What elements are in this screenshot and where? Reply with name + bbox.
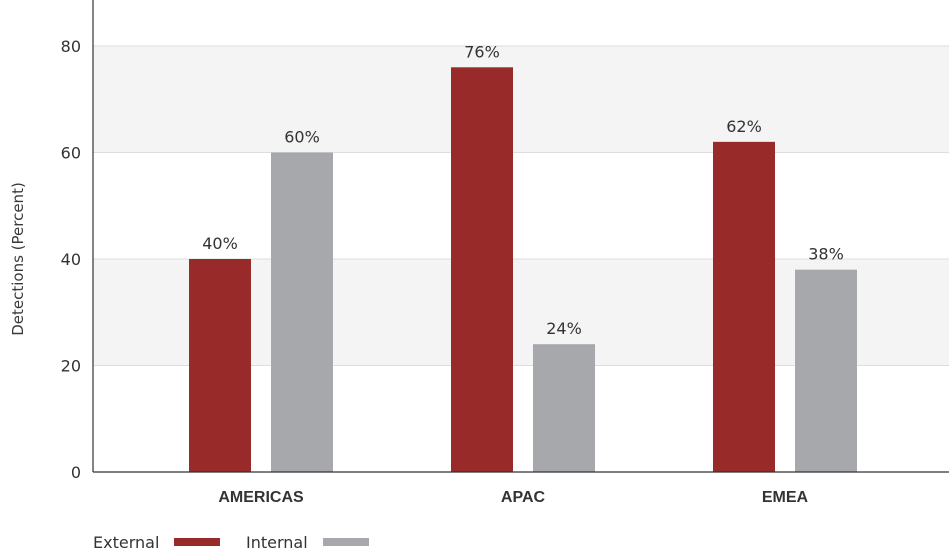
x-tick-label: AMERICAS bbox=[218, 489, 304, 506]
y-tick-label: 80 bbox=[61, 37, 81, 56]
bar-external-emea bbox=[713, 141, 775, 472]
value-label-internal-apac: 24% bbox=[546, 319, 582, 338]
value-label-external-americas: 40% bbox=[202, 234, 238, 253]
x-tick-label: EMEA bbox=[762, 489, 809, 506]
value-label-internal-americas: 60% bbox=[284, 128, 320, 147]
bar-external-apac bbox=[451, 67, 513, 473]
y-tick-label: 60 bbox=[61, 144, 81, 163]
y-tick-label: 20 bbox=[61, 357, 81, 376]
x-tick-label: APAC bbox=[501, 489, 546, 506]
value-labels: 40% 60% 76% 24% 62% 38% bbox=[202, 42, 844, 338]
legend-label-external: External bbox=[93, 533, 159, 551]
legend: External Internal bbox=[93, 533, 369, 551]
legend-swatch-external bbox=[174, 538, 220, 546]
legend-swatch-internal bbox=[323, 538, 369, 546]
bars bbox=[189, 67, 857, 473]
y-tick-label: 0 bbox=[71, 463, 81, 482]
bar-external-americas bbox=[189, 259, 251, 472]
bar-internal-americas bbox=[271, 152, 333, 472]
x-axis: AMERICAS APAC EMEA bbox=[93, 471, 949, 506]
legend-label-internal: Internal bbox=[246, 533, 308, 551]
y-tick-label: 40 bbox=[61, 250, 81, 269]
value-label-internal-emea: 38% bbox=[808, 245, 844, 264]
y-axis: 0 20 40 60 80 bbox=[61, 0, 94, 482]
bar-internal-apac bbox=[533, 344, 595, 472]
bar-internal-emea bbox=[795, 269, 857, 472]
y-axis-label: Detections (Percent) bbox=[9, 182, 27, 336]
value-label-external-apac: 76% bbox=[464, 42, 500, 61]
grid-band bbox=[93, 46, 949, 153]
value-label-external-emea: 62% bbox=[726, 117, 762, 136]
